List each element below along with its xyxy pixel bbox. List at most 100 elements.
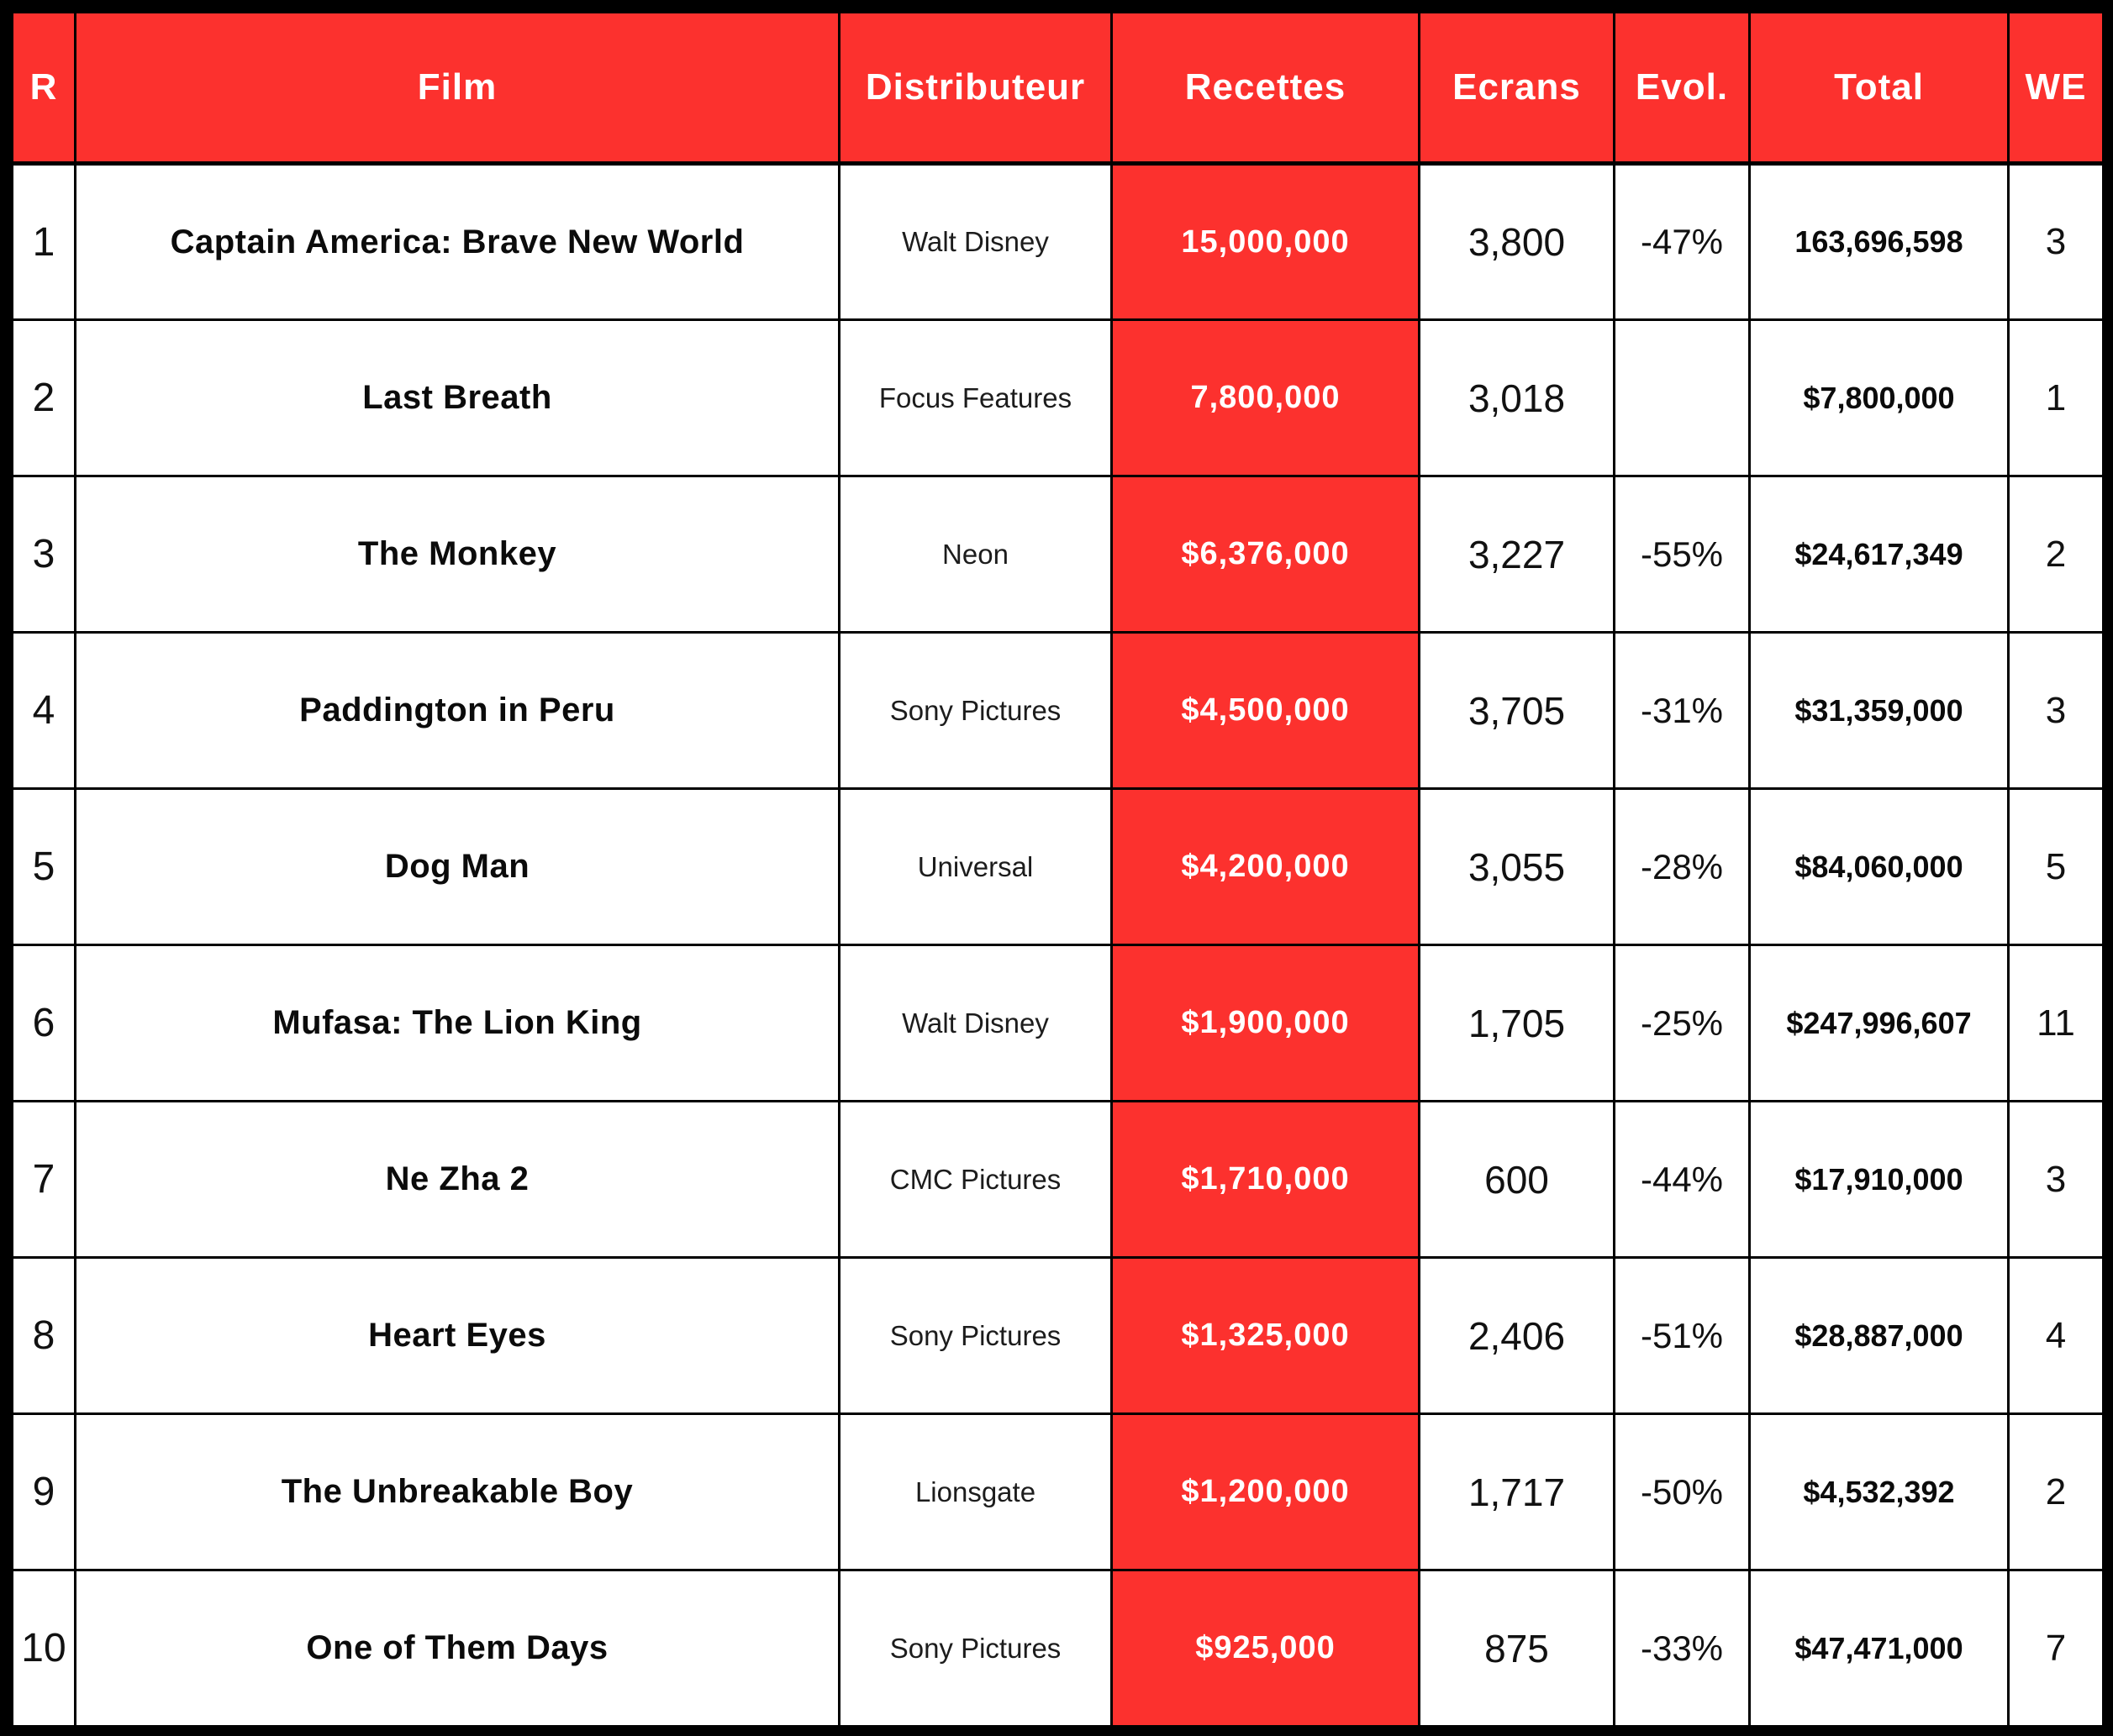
header-recettes: Recettes <box>1110 11 1420 166</box>
ecrans-cell: 1,717 <box>1418 1412 1615 1571</box>
recettes-cell: $4,500,000 <box>1110 631 1420 790</box>
distributor-cell: Lionsgate <box>838 1412 1113 1571</box>
ecrans-cell: 2,406 <box>1418 1256 1615 1415</box>
recettes-cell: $925,000 <box>1110 1569 1420 1728</box>
distributor-cell: CMC Pictures <box>838 1100 1113 1259</box>
evol-cell: -44% <box>1613 1100 1751 1259</box>
evol-cell: -33% <box>1613 1569 1751 1728</box>
table-row: 5 Dog Man Universal $4,200,000 3,055 -28… <box>11 787 2105 946</box>
total-cell: $47,471,000 <box>1748 1569 2010 1728</box>
rank-cell: 1 <box>11 162 76 321</box>
table-row: 2 Last Breath Focus Features 7,800,000 3… <box>11 318 2105 477</box>
film-title-cell: The Unbreakable Boy <box>74 1412 840 1571</box>
rank-cell: 7 <box>11 1100 76 1259</box>
table-row: 1 Captain America: Brave New World Walt … <box>11 162 2105 321</box>
header-distributor: Distributeur <box>838 11 1113 166</box>
recettes-cell: $1,710,000 <box>1110 1100 1420 1259</box>
header-row: R Film Distributeur Recettes Ecrans Evol… <box>11 11 2105 166</box>
distributor-cell: Focus Features <box>838 318 1113 477</box>
header-total: Total <box>1748 11 2010 166</box>
total-cell: $17,910,000 <box>1748 1100 2010 1259</box>
table-body: 1 Captain America: Brave New World Walt … <box>11 162 2105 1728</box>
total-cell: $7,800,000 <box>1748 318 2010 477</box>
recettes-cell: $1,200,000 <box>1110 1412 1420 1571</box>
film-title-cell: One of Them Days <box>74 1569 840 1728</box>
evol-cell: -28% <box>1613 787 1751 946</box>
we-cell: 7 <box>2007 1569 2105 1728</box>
rank-cell: 9 <box>11 1412 76 1571</box>
header-ecrans: Ecrans <box>1418 11 1615 166</box>
we-cell: 2 <box>2007 1412 2105 1571</box>
total-cell: $24,617,349 <box>1748 475 2010 634</box>
rank-cell: 3 <box>11 475 76 634</box>
evol-cell <box>1613 318 1751 477</box>
table-row: 6 Mufasa: The Lion King Walt Disney $1,9… <box>11 944 2105 1102</box>
ecrans-cell: 3,800 <box>1418 162 1615 321</box>
evol-cell: -47% <box>1613 162 1751 321</box>
header-we: WE <box>2007 11 2105 166</box>
evol-cell: -25% <box>1613 944 1751 1102</box>
header-evol: Evol. <box>1613 11 1751 166</box>
recettes-cell: $1,325,000 <box>1110 1256 1420 1415</box>
header-film: Film <box>74 11 840 166</box>
we-cell: 3 <box>2007 631 2105 790</box>
total-cell: $247,996,607 <box>1748 944 2010 1102</box>
table-row: 8 Heart Eyes Sony Pictures $1,325,000 2,… <box>11 1256 2105 1415</box>
recettes-cell: 7,800,000 <box>1110 318 1420 477</box>
film-title-cell: Captain America: Brave New World <box>74 162 840 321</box>
ecrans-cell: 3,055 <box>1418 787 1615 946</box>
film-title-cell: Last Breath <box>74 318 840 477</box>
total-cell: $4,532,392 <box>1748 1412 2010 1571</box>
box-office-table: R Film Distributeur Recettes Ecrans Evol… <box>11 11 2105 1728</box>
we-cell: 1 <box>2007 318 2105 477</box>
rank-cell: 8 <box>11 1256 76 1415</box>
ecrans-cell: 3,018 <box>1418 318 1615 477</box>
rank-cell: 10 <box>11 1569 76 1728</box>
film-title-cell: Heart Eyes <box>74 1256 840 1415</box>
ecrans-cell: 875 <box>1418 1569 1615 1728</box>
film-title-cell: Mufasa: The Lion King <box>74 944 840 1102</box>
we-cell: 4 <box>2007 1256 2105 1415</box>
rank-cell: 6 <box>11 944 76 1102</box>
ecrans-cell: 3,705 <box>1418 631 1615 790</box>
evol-cell: -31% <box>1613 631 1751 790</box>
distributor-cell: Sony Pictures <box>838 1569 1113 1728</box>
film-title-cell: Dog Man <box>74 787 840 946</box>
ecrans-cell: 3,227 <box>1418 475 1615 634</box>
recettes-cell: 15,000,000 <box>1110 162 1420 321</box>
evol-cell: -51% <box>1613 1256 1751 1415</box>
evol-cell: -55% <box>1613 475 1751 634</box>
distributor-cell: Sony Pictures <box>838 1256 1113 1415</box>
film-title-cell: Ne Zha 2 <box>74 1100 840 1259</box>
ecrans-cell: 1,705 <box>1418 944 1615 1102</box>
distributor-cell: Sony Pictures <box>838 631 1113 790</box>
table-row: 4 Paddington in Peru Sony Pictures $4,50… <box>11 631 2105 790</box>
rank-cell: 4 <box>11 631 76 790</box>
table-row: 9 The Unbreakable Boy Lionsgate $1,200,0… <box>11 1412 2105 1571</box>
we-cell: 11 <box>2007 944 2105 1102</box>
rank-cell: 2 <box>11 318 76 477</box>
film-title-cell: The Monkey <box>74 475 840 634</box>
film-title-cell: Paddington in Peru <box>74 631 840 790</box>
total-cell: $84,060,000 <box>1748 787 2010 946</box>
total-cell: $31,359,000 <box>1748 631 2010 790</box>
we-cell: 3 <box>2007 1100 2105 1259</box>
ecrans-cell: 600 <box>1418 1100 1615 1259</box>
we-cell: 5 <box>2007 787 2105 946</box>
recettes-cell: $6,376,000 <box>1110 475 1420 634</box>
distributor-cell: Walt Disney <box>838 944 1113 1102</box>
evol-cell: -50% <box>1613 1412 1751 1571</box>
recettes-cell: $4,200,000 <box>1110 787 1420 946</box>
we-cell: 2 <box>2007 475 2105 634</box>
we-cell: 3 <box>2007 162 2105 321</box>
table-row: 3 The Monkey Neon $6,376,000 3,227 -55% … <box>11 475 2105 634</box>
table-row: 7 Ne Zha 2 CMC Pictures $1,710,000 600 -… <box>11 1100 2105 1259</box>
distributor-cell: Universal <box>838 787 1113 946</box>
recettes-cell: $1,900,000 <box>1110 944 1420 1102</box>
distributor-cell: Neon <box>838 475 1113 634</box>
table-row: 10 One of Them Days Sony Pictures $925,0… <box>11 1569 2105 1728</box>
total-cell: $28,887,000 <box>1748 1256 2010 1415</box>
header-rank: R <box>11 11 76 166</box>
distributor-cell: Walt Disney <box>838 162 1113 321</box>
